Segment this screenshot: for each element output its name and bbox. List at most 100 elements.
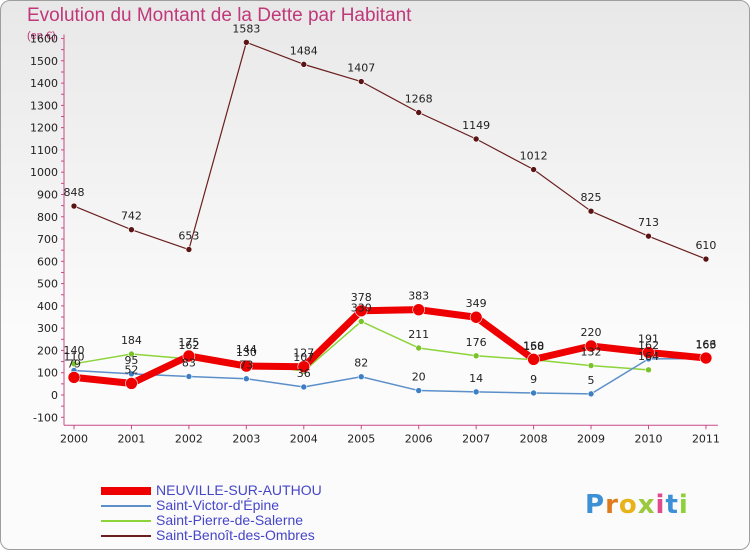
proxiti-logo: Proxiti xyxy=(585,490,689,520)
data-point xyxy=(645,232,652,240)
y-tick-label: 1100 xyxy=(30,144,58,157)
x-tick-label: 2006 xyxy=(405,432,433,445)
data-point xyxy=(185,373,193,380)
data-point xyxy=(587,207,595,215)
data-label: 130 xyxy=(236,346,257,359)
y-tick-label: 0 xyxy=(51,389,58,402)
data-label: 713 xyxy=(638,216,659,229)
data-point xyxy=(70,360,78,368)
legend-swatch xyxy=(101,535,151,537)
data-point xyxy=(357,78,365,85)
data-point xyxy=(70,202,78,210)
data-label: 166 xyxy=(695,338,716,351)
data-label: 1268 xyxy=(405,92,433,105)
data-label: 73 xyxy=(239,359,253,372)
y-tick-label: 1500 xyxy=(30,55,58,68)
data-label: 610 xyxy=(695,239,716,252)
logo-letter: P xyxy=(585,490,606,520)
data-point xyxy=(67,371,81,384)
data-label: 176 xyxy=(466,336,487,349)
data-point xyxy=(472,352,480,360)
data-point xyxy=(527,353,540,366)
y-tick-label: 1200 xyxy=(30,122,58,135)
data-point xyxy=(415,109,423,116)
x-tick-label: 2001 xyxy=(117,432,145,445)
legend-item-neuville[interactable]: NEUVILLE-SUR-AUTHOU xyxy=(101,482,361,499)
data-point xyxy=(702,255,710,263)
data-label: 132 xyxy=(581,346,602,359)
y-tick-label: -100 xyxy=(33,411,58,424)
data-label: 158 xyxy=(523,340,544,353)
y-tick-label: 600 xyxy=(37,255,58,268)
data-point xyxy=(128,226,135,233)
data-label: 14 xyxy=(469,372,483,385)
legend-swatch xyxy=(101,487,151,495)
data-label: 160 xyxy=(523,339,544,352)
data-label: 220 xyxy=(581,326,602,339)
x-tick-label: 2009 xyxy=(577,432,605,445)
logo-letter: x xyxy=(637,490,656,520)
legend-swatch xyxy=(101,505,151,507)
data-label: 140 xyxy=(64,344,85,357)
data-label: 825 xyxy=(581,191,602,204)
data-label: 1149 xyxy=(462,119,490,132)
data-point xyxy=(472,135,480,143)
data-point xyxy=(300,383,308,391)
legend-label: Saint-Pierre-de-Salerne xyxy=(156,512,304,528)
y-tick-label: 1600 xyxy=(30,33,58,46)
chart-title: Evolution du Montant de la Dette par Hab… xyxy=(27,5,412,26)
legend-swatch xyxy=(101,520,151,522)
y-tick-label: 700 xyxy=(37,233,58,246)
data-label: 653 xyxy=(178,230,199,243)
y-tick-label: 1300 xyxy=(30,99,58,112)
data-label: 848 xyxy=(64,186,85,199)
y-tick-label: 1000 xyxy=(30,166,58,179)
logo-letter: i xyxy=(655,490,666,520)
data-label: 1407 xyxy=(347,62,375,75)
data-label: 9 xyxy=(530,373,537,386)
data-point xyxy=(243,375,250,383)
data-point xyxy=(243,39,250,46)
data-label: 83 xyxy=(182,357,196,370)
data-point xyxy=(128,350,135,358)
series-line xyxy=(73,41,707,260)
y-tick-label: 500 xyxy=(37,278,58,291)
x-tick-label: 2003 xyxy=(232,432,260,445)
legend-item-saint-benoit[interactable]: Saint-Benoît-des-Ombres xyxy=(101,527,361,544)
data-label: 107 xyxy=(293,351,314,364)
y-tick-label: 400 xyxy=(37,300,58,313)
x-tick-label: 2011 xyxy=(692,432,720,445)
data-label: 162 xyxy=(178,339,199,352)
data-point xyxy=(240,359,253,373)
data-point xyxy=(587,390,595,398)
data-point xyxy=(357,318,365,325)
data-label: 1012 xyxy=(520,150,548,163)
x-tick-label: 2007 xyxy=(462,432,490,445)
data-point xyxy=(357,373,365,381)
data-label: 742 xyxy=(121,210,142,223)
data-point xyxy=(530,389,537,397)
legend-item-saint-pierre[interactable]: Saint-Pierre-de-Salerne xyxy=(101,512,361,529)
y-tick-label: 100 xyxy=(37,367,58,380)
y-tick-label: 900 xyxy=(37,188,58,201)
data-point xyxy=(185,246,193,253)
data-label: 162 xyxy=(638,339,659,352)
data-point xyxy=(125,377,138,390)
data-label: 144 xyxy=(236,343,257,356)
data-point xyxy=(354,304,368,318)
data-point xyxy=(530,166,537,173)
series-line xyxy=(73,357,706,395)
data-label: 110 xyxy=(64,350,85,363)
series-line xyxy=(73,306,707,387)
data-point xyxy=(300,61,308,68)
logo-letter: o xyxy=(618,490,638,520)
data-label: 330 xyxy=(351,301,372,314)
data-label: 378 xyxy=(351,291,372,304)
logo-letter: r xyxy=(605,490,619,520)
x-tick-label: 2002 xyxy=(175,432,203,445)
legend-item-saint-victor[interactable]: Saint-Victor-d'Épine xyxy=(101,497,361,514)
data-label: 184 xyxy=(121,334,142,347)
legend-label: Saint-Benoît-des-Ombres xyxy=(156,527,315,543)
data-label: 1484 xyxy=(290,44,318,57)
